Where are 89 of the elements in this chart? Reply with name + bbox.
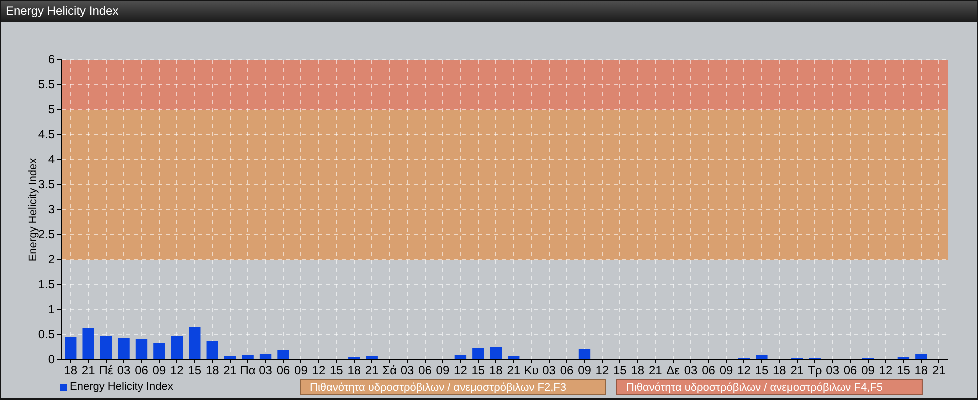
x-tick-label: Τρ: [808, 364, 822, 378]
bar: [224, 356, 236, 360]
y-tick-label: 4: [48, 152, 56, 166]
x-tick-label: 06: [276, 364, 290, 378]
x-tick-label: 09: [152, 364, 166, 378]
x-tick-label: 21: [790, 364, 804, 378]
bar: [189, 327, 201, 360]
x-tick-label: Δε: [666, 364, 681, 378]
bar: [472, 348, 484, 360]
x-tick-label: 03: [542, 364, 556, 378]
y-tick-label: 0.5: [38, 327, 56, 342]
bar: [490, 347, 502, 360]
bar: [82, 328, 94, 360]
x-tick-label: 12: [879, 364, 893, 378]
bar: [154, 344, 166, 360]
x-tick-label: 03: [117, 364, 132, 378]
x-tick-label: 21: [507, 364, 521, 378]
bar: [118, 338, 130, 360]
x-tick-label: 18: [631, 364, 645, 378]
x-tick-label: 15: [188, 364, 202, 378]
x-tick-label: 09: [578, 364, 592, 378]
bar: [136, 339, 148, 360]
x-tick-label: 12: [596, 364, 610, 378]
x-tick-label: 18: [64, 364, 78, 378]
y-tick-label: 2.5: [38, 227, 56, 242]
x-tick-label: 21: [648, 364, 663, 378]
x-tick-label: Πα: [240, 364, 256, 378]
legend-label: Πιθανότητα υδροστρόβιλων / ανεμοστρόβιλων F2,F3: [310, 382, 566, 394]
x-tick-label: 06: [135, 364, 149, 378]
x-tick-label: 15: [614, 364, 628, 378]
chart-title: Energy Helicity Index: [1, 1, 977, 22]
bar: [260, 354, 272, 360]
y-tick-label: 1: [48, 302, 56, 316]
x-tick-label: 12: [454, 364, 468, 378]
x-tick-label: 06: [702, 364, 716, 378]
x-tick-label: Σά: [382, 364, 398, 378]
x-tick-label: 18: [206, 364, 220, 378]
bar: [171, 336, 184, 360]
x-tick-label: 15: [330, 364, 344, 378]
y-tick-label: 1.5: [38, 277, 56, 292]
bar: [206, 341, 218, 360]
x-tick-label: 21: [224, 364, 238, 378]
x-tick-label: 03: [826, 364, 840, 378]
y-tick-label: 2: [48, 252, 56, 266]
y-tick-label: 3.5: [38, 177, 56, 192]
x-tick-label: 18: [772, 364, 787, 378]
x-tick-label: 06: [844, 364, 858, 378]
legend-label: Energy Helicity Index: [70, 381, 174, 394]
bar: [454, 356, 467, 360]
y-tick-label: 5: [48, 102, 56, 116]
x-tick-label: 15: [755, 364, 769, 378]
x-tick-label: 12: [312, 364, 326, 378]
x-tick-label: 18: [914, 364, 928, 378]
y-tick-label: 6: [48, 52, 56, 66]
x-tick-label: 12: [738, 364, 752, 378]
y-tick-label: 4.5: [38, 127, 56, 142]
bar: [100, 336, 112, 360]
x-tick-label: 03: [259, 364, 273, 378]
bar: [366, 356, 378, 360]
x-tick-label: 18: [489, 364, 504, 378]
x-tick-label: 15: [897, 364, 911, 378]
x-tick-label: 09: [436, 364, 450, 378]
y-axis-title: Energy Helicity Index: [28, 158, 40, 262]
x-tick-label: 21: [365, 364, 380, 378]
x-tick-label: 12: [170, 364, 184, 378]
x-tick-label: 09: [862, 364, 876, 378]
x-tick-label: 03: [684, 364, 698, 378]
x-tick-label: 09: [294, 364, 308, 378]
x-tick-label: 06: [560, 364, 574, 378]
bar: [508, 356, 520, 360]
bar: [756, 356, 768, 360]
x-tick-label: 03: [400, 364, 415, 378]
x-tick-label: Πέ: [99, 364, 114, 378]
x-tick-label: 21: [82, 364, 96, 378]
y-tick-label: 5.5: [38, 77, 56, 92]
x-tick-label: 06: [418, 364, 432, 378]
y-tick-label: 3: [48, 202, 56, 216]
y-tick-label: 0: [48, 352, 56, 366]
x-tick-label: 18: [348, 364, 362, 378]
bar: [578, 349, 591, 360]
bar: [916, 354, 928, 360]
x-tick-label: 21: [932, 364, 946, 378]
bar: [278, 350, 290, 360]
bar: [242, 356, 254, 360]
x-tick-label: 09: [720, 364, 734, 378]
x-tick-label: 15: [472, 364, 486, 378]
bar: [65, 338, 77, 360]
x-tick-label: Κυ: [524, 364, 539, 378]
legend-label: Πιθανότητα υδροστρόβιλων / ανεμοστρόβιλων F4,F5: [626, 382, 883, 394]
